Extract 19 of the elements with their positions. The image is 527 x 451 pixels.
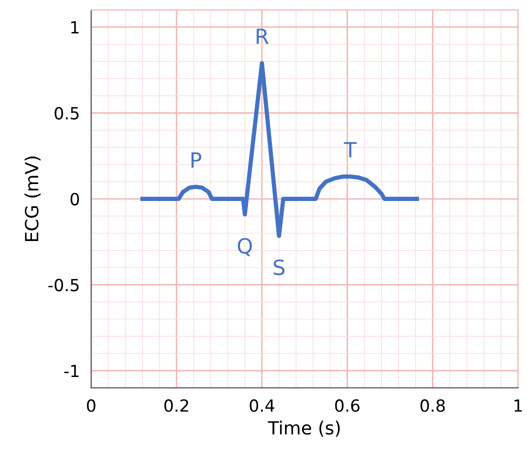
annotation: T	[344, 142, 357, 158]
x-tick-label: 0	[86, 399, 96, 412]
y-tick-label: 1	[71, 21, 79, 34]
x-tick-label: 0.2	[164, 399, 188, 412]
y-tick-label: 0.5	[54, 106, 79, 120]
y-tick-label: -0.5	[48, 278, 79, 292]
annotation: R	[256, 28, 269, 44]
annotation: S	[274, 259, 284, 276]
annotation: P	[192, 152, 202, 168]
x-tick-label: 0.6	[335, 399, 360, 412]
x-axis-title: Time (s)	[268, 420, 340, 437]
y-tick-label: 0	[70, 192, 79, 206]
x-tick-label: 0.8	[420, 399, 445, 412]
x-tick-label: 0.4	[250, 399, 274, 412]
y-tick-label: -1	[64, 364, 79, 378]
line-series	[140, 61, 419, 238]
y-axis-title: ECG (mV)	[24, 156, 41, 242]
annotation: Q	[238, 238, 252, 256]
x-tick-label: 1	[514, 399, 522, 412]
